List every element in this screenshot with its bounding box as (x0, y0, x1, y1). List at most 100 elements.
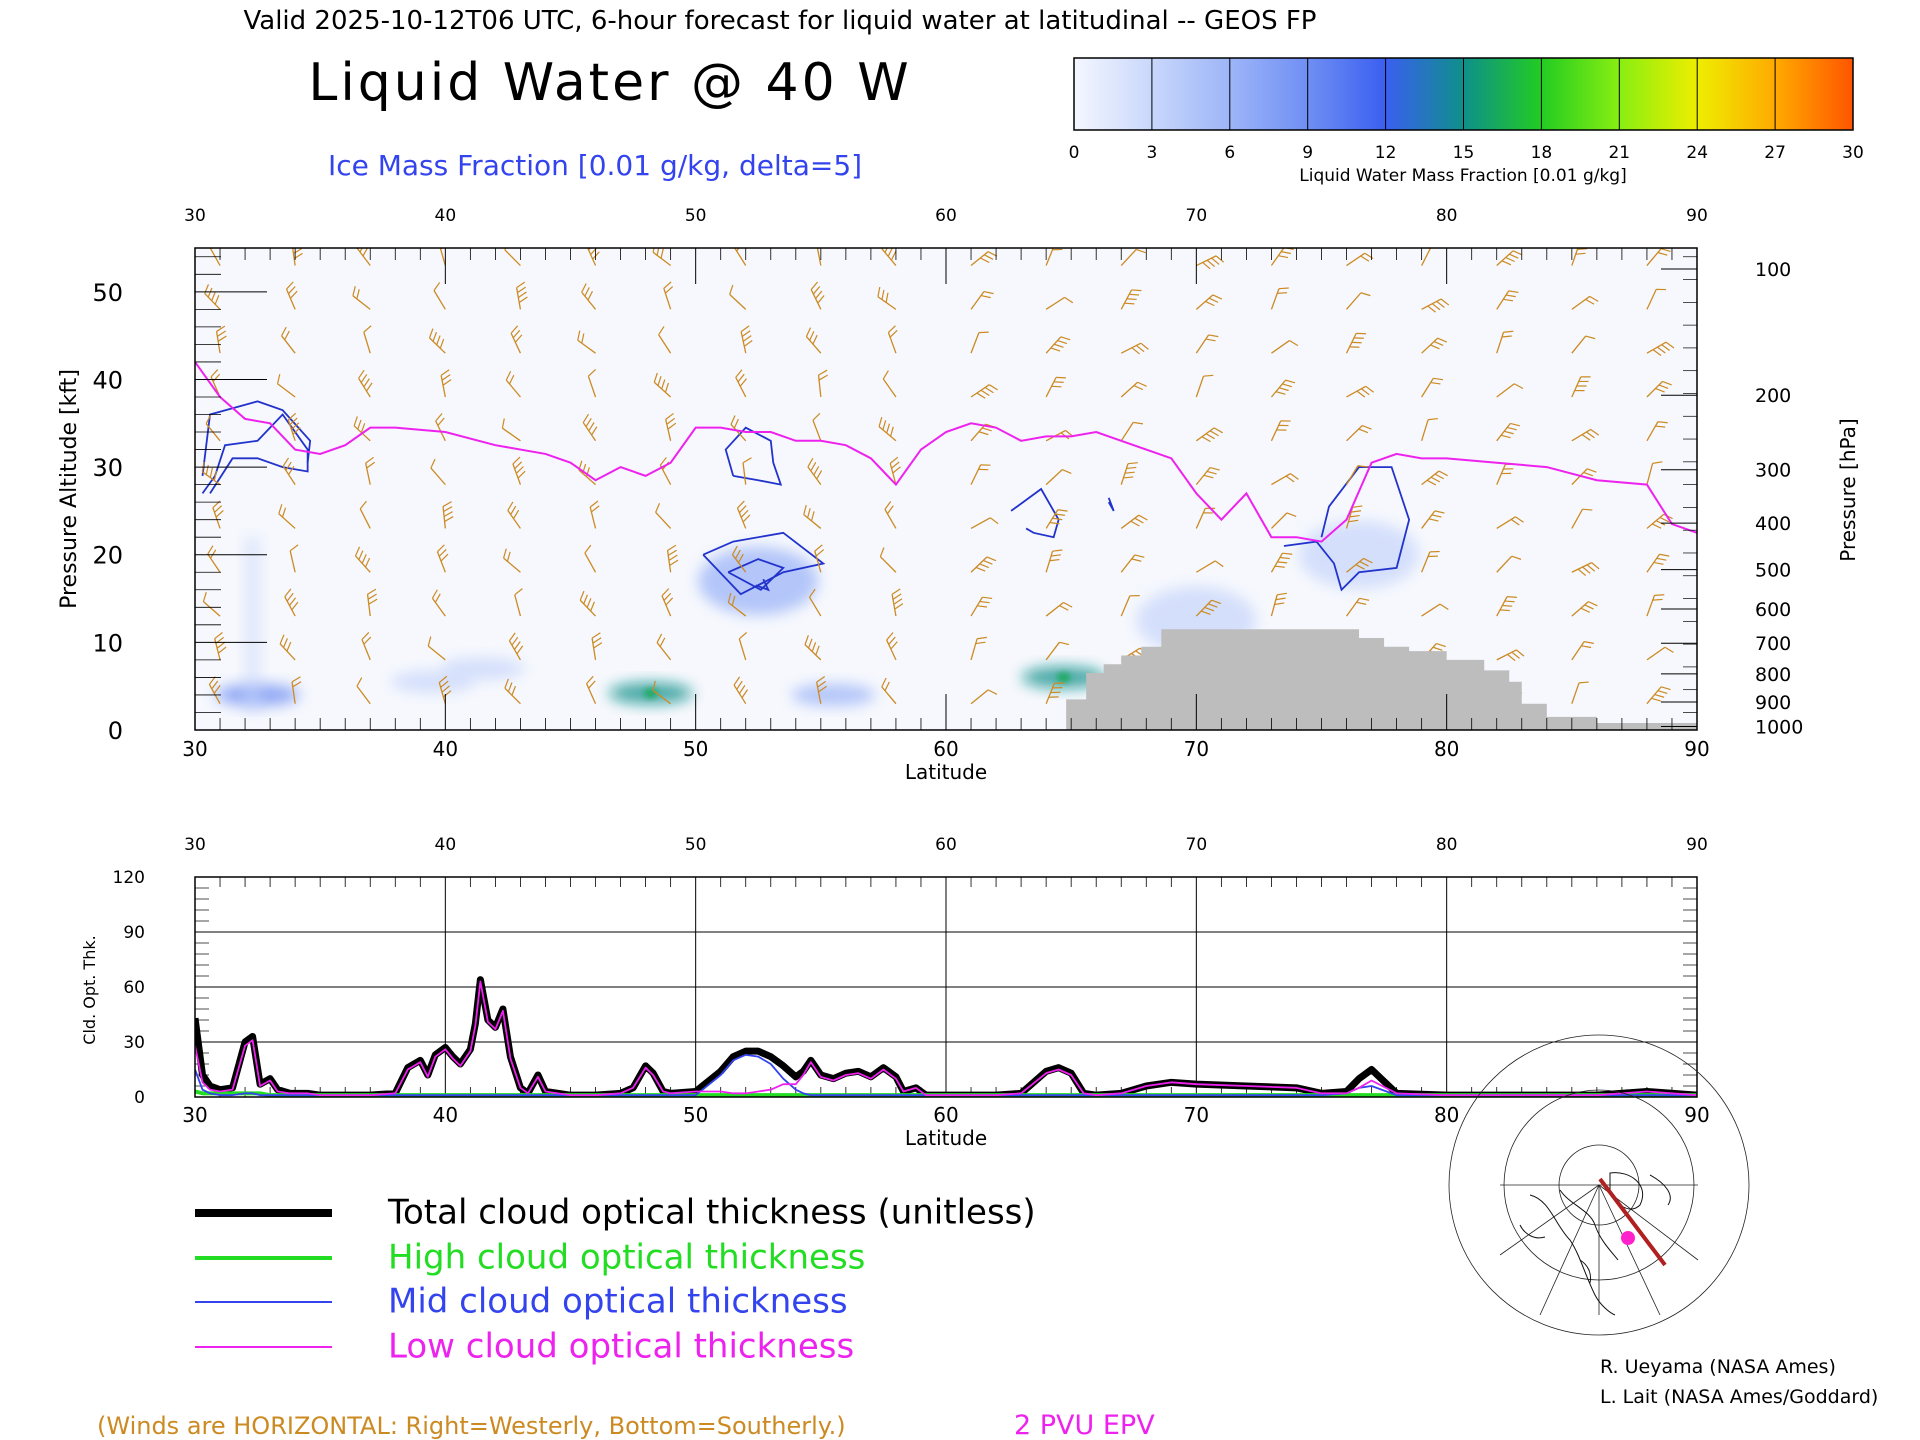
wind-barb-flag (585, 238, 595, 245)
top-x-tick-label: 50 (683, 737, 708, 761)
bottom-x-tick-label: 70 (1184, 1103, 1209, 1127)
wind-barb-flag (1436, 300, 1445, 308)
wind-barb-shaft (431, 597, 446, 617)
wind-barb-flag (1507, 653, 1516, 662)
top-y-tick-label: 50 (92, 279, 123, 307)
colorbar-tick-label: 6 (1224, 143, 1235, 163)
top-y-tick-label: 10 (92, 629, 123, 657)
wind-barb-flag (1052, 687, 1063, 689)
wind-barb-flag (809, 331, 815, 341)
wind-barb-flag (1289, 340, 1299, 347)
wind-barb-flag (1140, 342, 1149, 350)
wind-barb-shaft (1195, 294, 1214, 310)
wind-barb-flag (733, 676, 741, 686)
wind-barb-flag (1432, 646, 1443, 651)
wind-barb-flag (593, 642, 603, 649)
liquid-water-blob (698, 547, 819, 616)
wind-barb-flag (284, 588, 292, 598)
wind-barb-flag (1499, 609, 1510, 612)
wind-barb-flag (587, 369, 596, 377)
wind-barb-flag (740, 325, 750, 333)
wind-barb-flag (212, 373, 221, 382)
wind-barb-flag (1053, 343, 1064, 348)
wind-barb-flag (281, 507, 287, 518)
wind-barb-flag (812, 286, 821, 295)
wind-barb-shaft (359, 508, 371, 529)
wind-barb-flag (1501, 335, 1512, 338)
bottom-x-tick-label-upper: 30 (184, 835, 206, 855)
wind-barb (208, 248, 221, 266)
wind-barb-shaft (1496, 596, 1508, 617)
bottom-x-tick-label-upper: 50 (685, 835, 707, 855)
wind-barb-flag (291, 422, 300, 430)
wind-barb-flag (1057, 509, 1068, 512)
wind-barb-shaft (970, 384, 990, 398)
wind-barb-flag (1285, 379, 1296, 384)
wind-barb-flag (592, 251, 600, 260)
wind-barb-flag (217, 335, 227, 342)
wind-barb (1195, 334, 1219, 354)
wind-barb (1120, 381, 1147, 398)
wind-barb-flag (1348, 519, 1359, 523)
wind-barb-shaft (1195, 508, 1206, 529)
wind-barb (729, 284, 747, 310)
wind-barb (433, 282, 446, 310)
wind-barb-shaft (1646, 248, 1662, 266)
wind-barb-flag (978, 468, 989, 471)
bottom-y-tick-label: 0 (134, 1088, 145, 1108)
wind-barb (1270, 592, 1287, 617)
wind-barb-shaft (503, 557, 521, 573)
wind-barb-flag (202, 592, 207, 602)
wind-barb-shaft (355, 555, 371, 573)
wind-barb-flag (980, 389, 990, 397)
wind-barb-flag (439, 338, 445, 349)
wind-barb-flag (742, 335, 752, 342)
wind-barb-flag (365, 557, 371, 568)
top-x-tick-label: 90 (1684, 737, 1709, 761)
wind-barb-flag (1351, 510, 1362, 513)
wind-barb-flag (890, 251, 897, 261)
legend: Total cloud optical thickness (unitless)… (195, 1193, 1036, 1367)
wind-barb-flag (1203, 474, 1214, 479)
wind-barb (733, 248, 747, 266)
wind-barb-shaft (1346, 252, 1366, 267)
wind-barb (730, 415, 747, 442)
bottom-x-tick-label-upper: 60 (935, 835, 957, 855)
wind-barb-flag (360, 423, 366, 433)
wind-barb-flag (652, 248, 656, 253)
wind-barb-flag (667, 549, 677, 556)
wind-barb (1195, 374, 1214, 398)
wind-barb-flag (976, 392, 986, 399)
wind-barb (1571, 508, 1593, 529)
wind-barb-shaft (881, 248, 897, 266)
wind-barb-flag (1353, 337, 1364, 339)
wind-barb-flag (1665, 341, 1675, 349)
wind-barb-flag (581, 333, 585, 344)
colorbar-ticks: 0 3 6 9 12 15 18 21 24 27 30 (1069, 143, 1864, 163)
wind-barb (970, 636, 987, 661)
pressure-tick-label: 600 (1755, 599, 1791, 621)
wind-barb-flag (891, 461, 900, 469)
wind-barb-shaft (502, 427, 521, 442)
wind-barb-flag (1048, 696, 1059, 698)
wind-barb (1646, 553, 1670, 573)
wind-barb (430, 458, 446, 486)
wind-barb-shaft (1195, 334, 1210, 354)
wind-barb (1045, 469, 1072, 486)
wind-barb-flag (440, 369, 450, 376)
wind-barb-shaft (508, 640, 521, 661)
wind-barb-shaft (366, 594, 371, 617)
wind-barb-flag (1282, 552, 1293, 555)
bottom-y-tick-label: 90 (123, 923, 145, 943)
ice-contour (724, 426, 783, 486)
wind-barb (814, 544, 825, 573)
wind-barb (1195, 599, 1222, 617)
wind-barb (365, 456, 376, 485)
wind-barb-flag (980, 257, 990, 263)
wind-barb (577, 330, 596, 354)
wind-barb-flag (1590, 428, 1600, 436)
wind-barb (1571, 335, 1596, 354)
wind-barb-flag (281, 326, 287, 337)
wind-barb-flag (514, 461, 523, 470)
wind-barb-flag (444, 516, 454, 522)
